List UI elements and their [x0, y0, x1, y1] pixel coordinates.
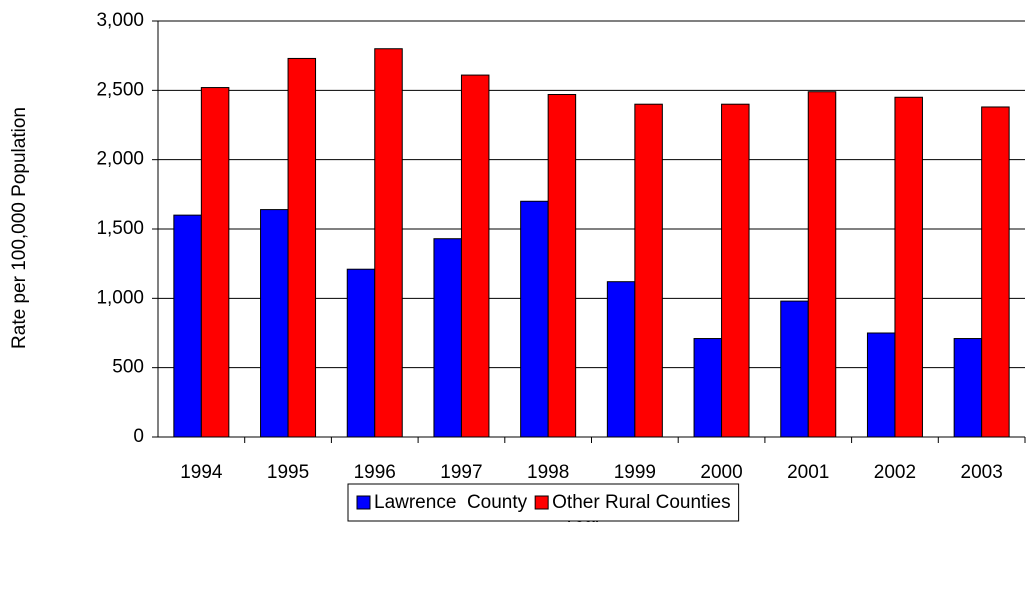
bar	[173, 214, 202, 438]
bar	[634, 103, 663, 438]
y-tick-label: 2,000	[96, 149, 144, 170]
bar	[807, 91, 837, 438]
x-tick-label: 1999	[614, 462, 656, 483]
y-tick-label: 1,000	[96, 287, 144, 308]
x-tick-label: 1996	[354, 462, 396, 483]
bar	[894, 96, 923, 438]
bar	[374, 48, 403, 438]
bar	[606, 281, 636, 438]
x-tick-label: 2002	[874, 462, 916, 483]
y-tick-label: 1,500	[96, 218, 144, 239]
bar	[693, 338, 723, 438]
x-tick-label: 2003	[961, 462, 1003, 483]
bar	[433, 238, 462, 438]
legend-label: Other Rural Counties	[552, 492, 730, 513]
y-tick-label: 2,500	[96, 79, 144, 100]
bar	[780, 300, 809, 438]
y-tick-label: 500	[112, 357, 144, 378]
bar	[721, 103, 750, 438]
bar	[547, 93, 577, 438]
bar	[200, 87, 230, 438]
x-tick-label: 1998	[527, 462, 569, 483]
bar	[460, 74, 490, 438]
x-tick-label: 2000	[700, 462, 742, 483]
legend-swatch	[356, 495, 371, 510]
y-tick-label: 3,000	[96, 10, 144, 31]
bar	[346, 268, 376, 438]
bar	[520, 200, 549, 438]
legend-swatch	[534, 495, 549, 510]
y-tick-label: 0	[133, 426, 144, 447]
x-tick-label: 1995	[267, 462, 309, 483]
x-tick-label: 2001	[787, 462, 829, 483]
bar	[953, 338, 983, 438]
legend: Lawrence County Other Rural Counties	[347, 483, 740, 522]
bar	[866, 332, 896, 438]
bar	[260, 209, 289, 438]
x-tick-label: 1994	[180, 462, 223, 483]
bar	[981, 106, 1010, 438]
bar	[287, 57, 317, 438]
x-tick-label: 1997	[440, 462, 482, 483]
legend-label: Lawrence County	[374, 492, 528, 513]
y-axis-label: Rate per 100,000 Population	[9, 107, 30, 349]
